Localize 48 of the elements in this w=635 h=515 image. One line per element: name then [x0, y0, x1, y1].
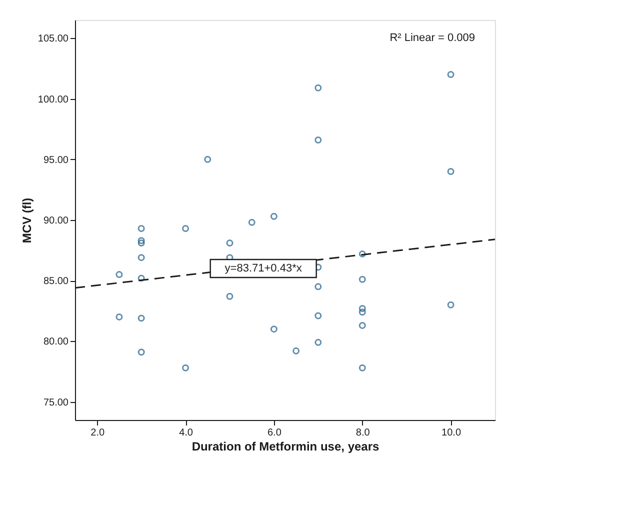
x-tick-label: 6.0 — [267, 428, 282, 438]
point — [270, 326, 278, 333]
y-tick-label: 100.00 — [38, 94, 69, 106]
point — [248, 218, 256, 226]
point — [314, 283, 322, 290]
x-tick-label: 4.0 — [179, 428, 194, 438]
point — [138, 240, 145, 247]
point — [358, 322, 366, 329]
point — [226, 292, 234, 300]
y-axis-title: MCV (fl) — [20, 198, 34, 244]
annotation: y=83.71+0.43*x — [224, 262, 302, 274]
x-tick-label: 8.0 — [356, 428, 370, 438]
point — [314, 312, 322, 320]
point — [358, 276, 366, 283]
point — [138, 254, 145, 262]
x-tick-label: 10.0 — [442, 428, 462, 438]
y-tick-label: 80.00 — [43, 336, 69, 348]
annotation: R² Linear = 0.009 — [390, 32, 475, 44]
y-tick-label: 90.00 — [43, 216, 69, 226]
x-axis-title: Duration of Metformin use, years — [192, 440, 380, 454]
point — [314, 136, 322, 144]
point — [138, 314, 145, 322]
point — [314, 338, 322, 346]
point — [447, 168, 454, 175]
point — [358, 308, 366, 316]
y-tick-label: 95.00 — [43, 154, 69, 166]
x-tick-label: 2.0 — [90, 428, 105, 438]
point — [182, 225, 190, 232]
point — [358, 250, 366, 258]
point — [358, 364, 366, 372]
y-tick-label: 105.00 — [38, 34, 69, 45]
point — [204, 156, 212, 163]
y-tick-label: 85.00 — [43, 276, 69, 288]
point — [447, 301, 454, 308]
point — [116, 313, 123, 320]
point — [226, 240, 234, 247]
y-tick-label: 75.00 — [43, 397, 69, 408]
point — [447, 71, 454, 78]
point — [116, 271, 123, 278]
point — [138, 225, 145, 232]
point — [314, 84, 322, 92]
point — [182, 364, 190, 372]
point — [358, 305, 366, 312]
point — [138, 274, 145, 282]
point — [138, 237, 145, 244]
point — [270, 212, 278, 220]
point — [138, 348, 145, 356]
point — [292, 347, 300, 354]
